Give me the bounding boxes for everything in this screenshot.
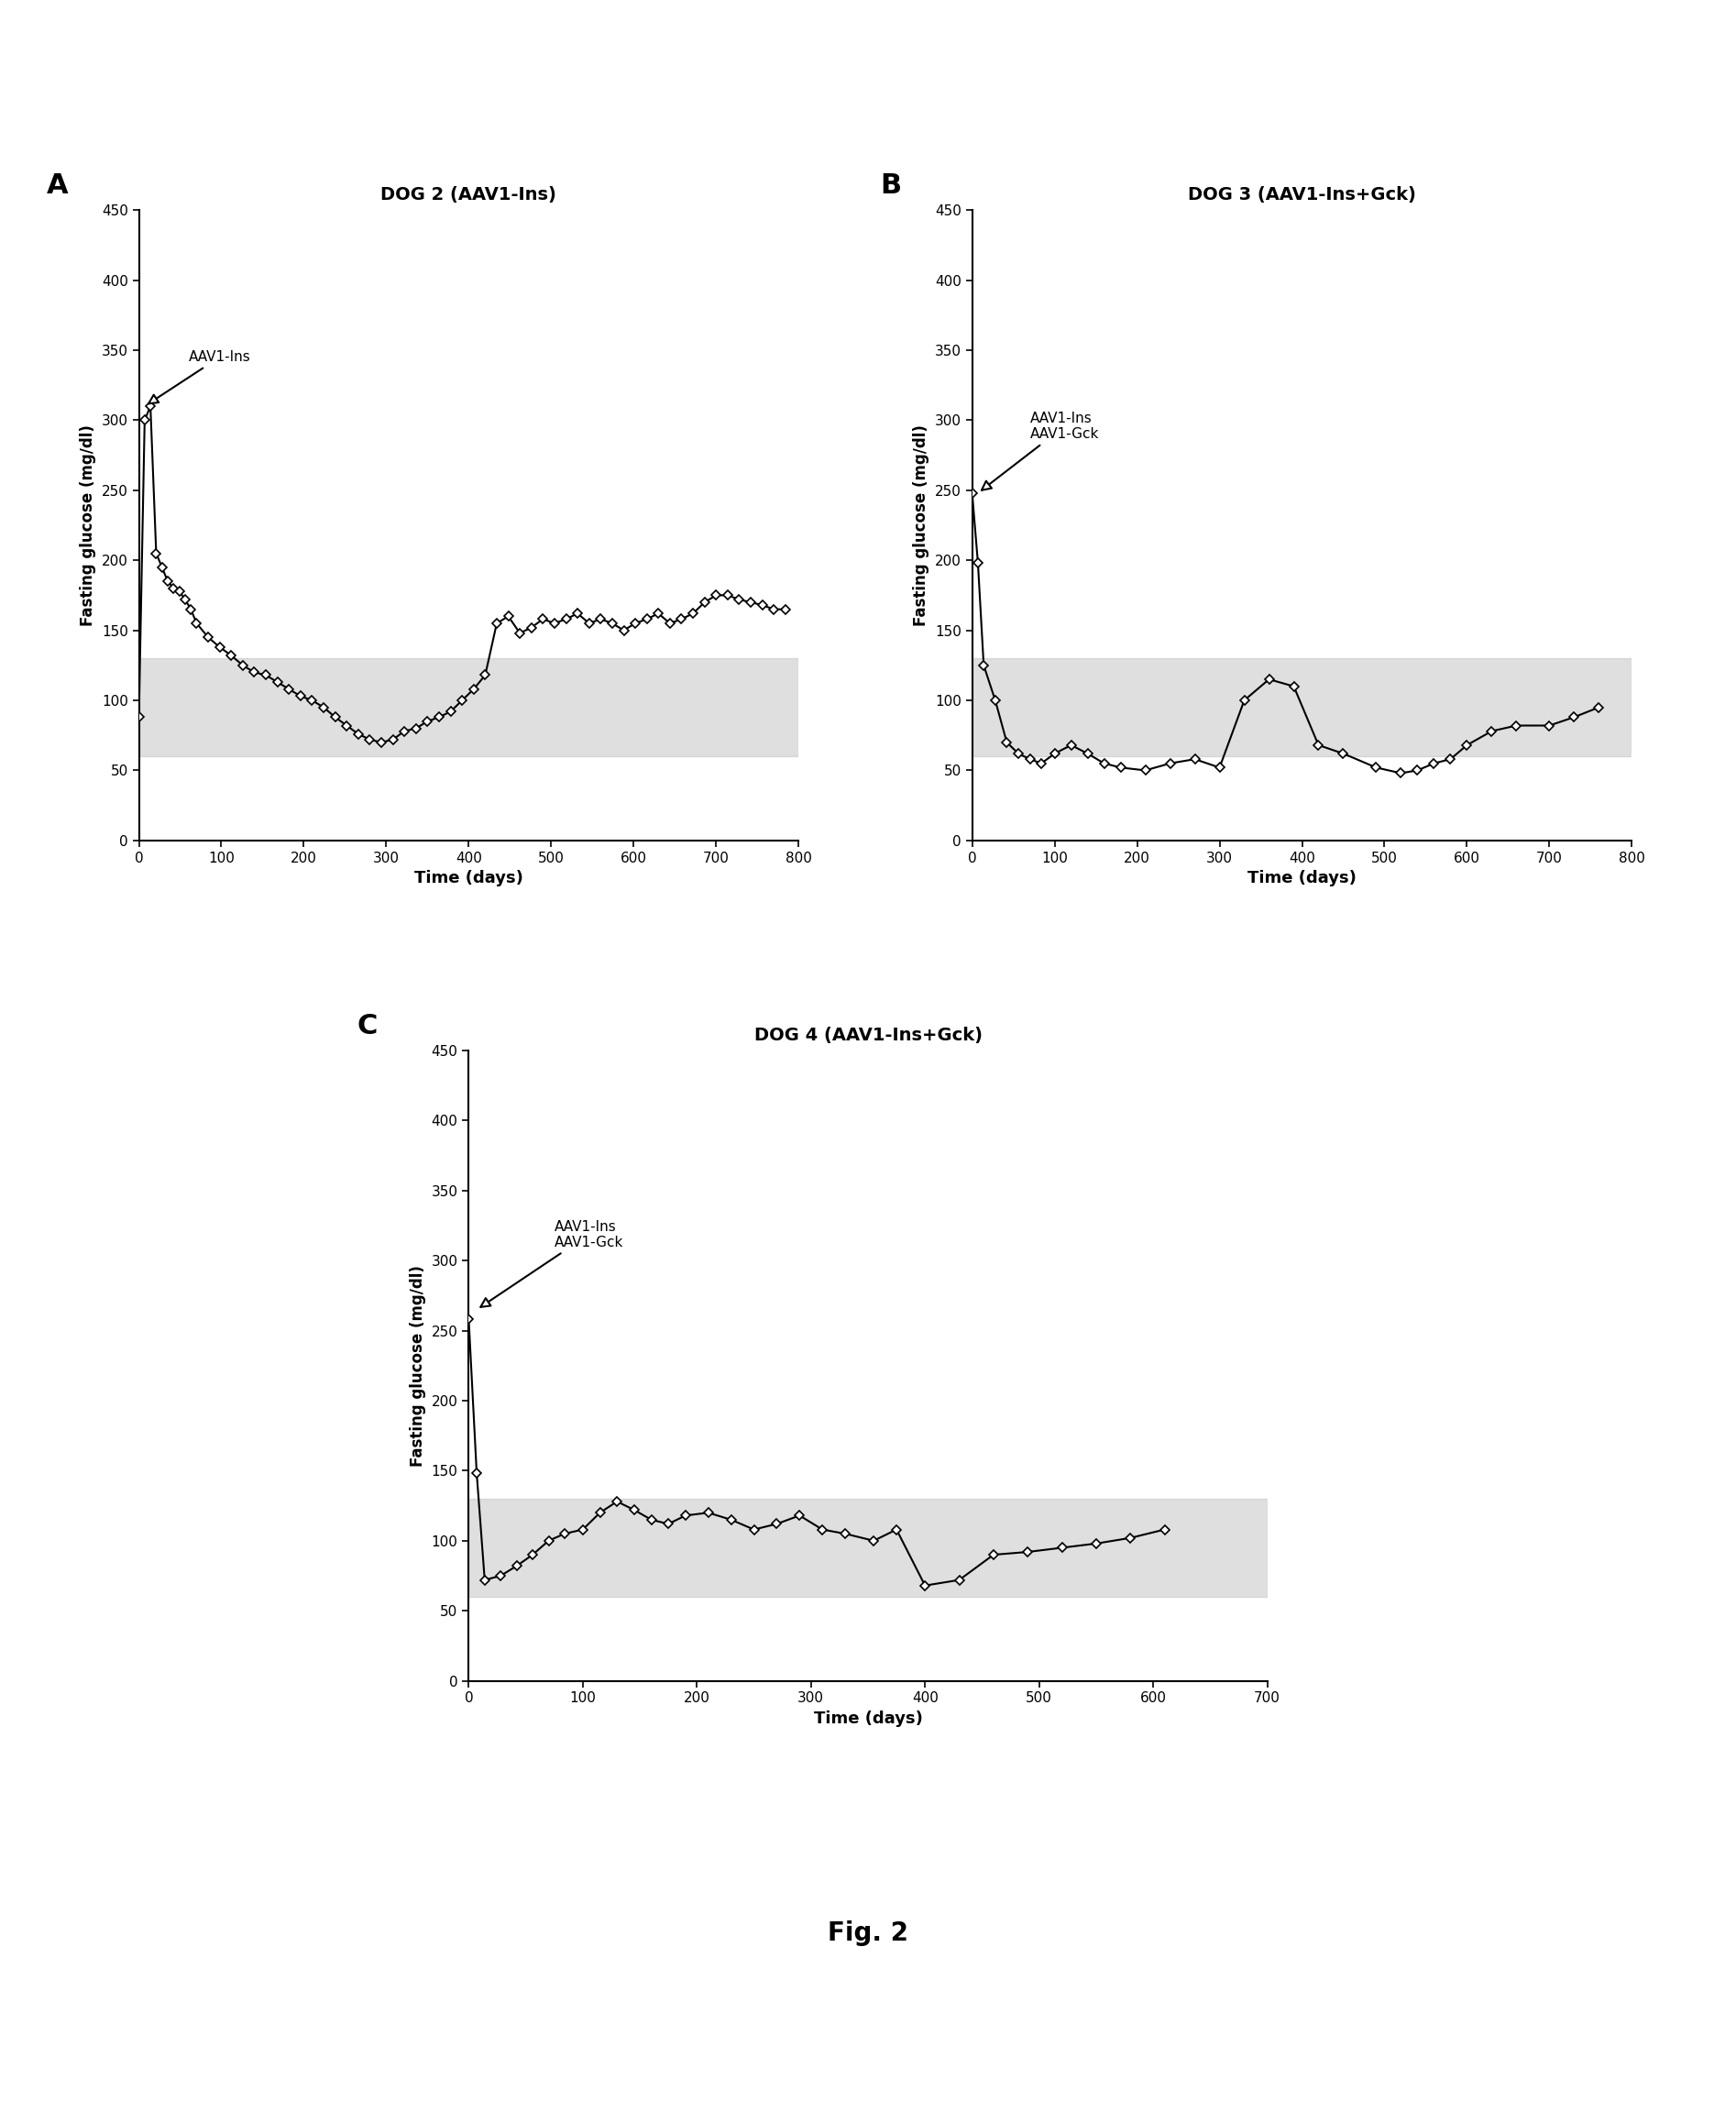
Text: AAV1-Ins: AAV1-Ins: [149, 351, 250, 403]
X-axis label: Time (days): Time (days): [1248, 870, 1356, 887]
Text: B: B: [880, 172, 901, 200]
Bar: [972, 658, 1632, 756]
Title: DOG 4 (AAV1-Ins+Gck): DOG 4 (AAV1-Ins+Gck): [753, 1027, 983, 1044]
Text: A: A: [47, 172, 68, 200]
Y-axis label: Fasting glucose (mg/dl): Fasting glucose (mg/dl): [80, 424, 97, 626]
Y-axis label: Fasting glucose (mg/dl): Fasting glucose (mg/dl): [410, 1265, 427, 1466]
Text: Fig. 2: Fig. 2: [828, 1920, 908, 1946]
Text: AAV1-Ins
AAV1-Gck: AAV1-Ins AAV1-Gck: [981, 412, 1099, 490]
X-axis label: Time (days): Time (days): [814, 1710, 922, 1727]
Text: AAV1-Ins
AAV1-Gck: AAV1-Ins AAV1-Gck: [481, 1221, 623, 1307]
X-axis label: Time (days): Time (days): [415, 870, 523, 887]
Title: DOG 2 (AAV1-Ins): DOG 2 (AAV1-Ins): [380, 187, 557, 204]
Bar: [469, 1498, 1267, 1597]
Title: DOG 3 (AAV1-Ins+Gck): DOG 3 (AAV1-Ins+Gck): [1187, 187, 1417, 204]
Bar: [139, 658, 799, 756]
Y-axis label: Fasting glucose (mg/dl): Fasting glucose (mg/dl): [913, 424, 930, 626]
Text: C: C: [358, 1013, 377, 1040]
